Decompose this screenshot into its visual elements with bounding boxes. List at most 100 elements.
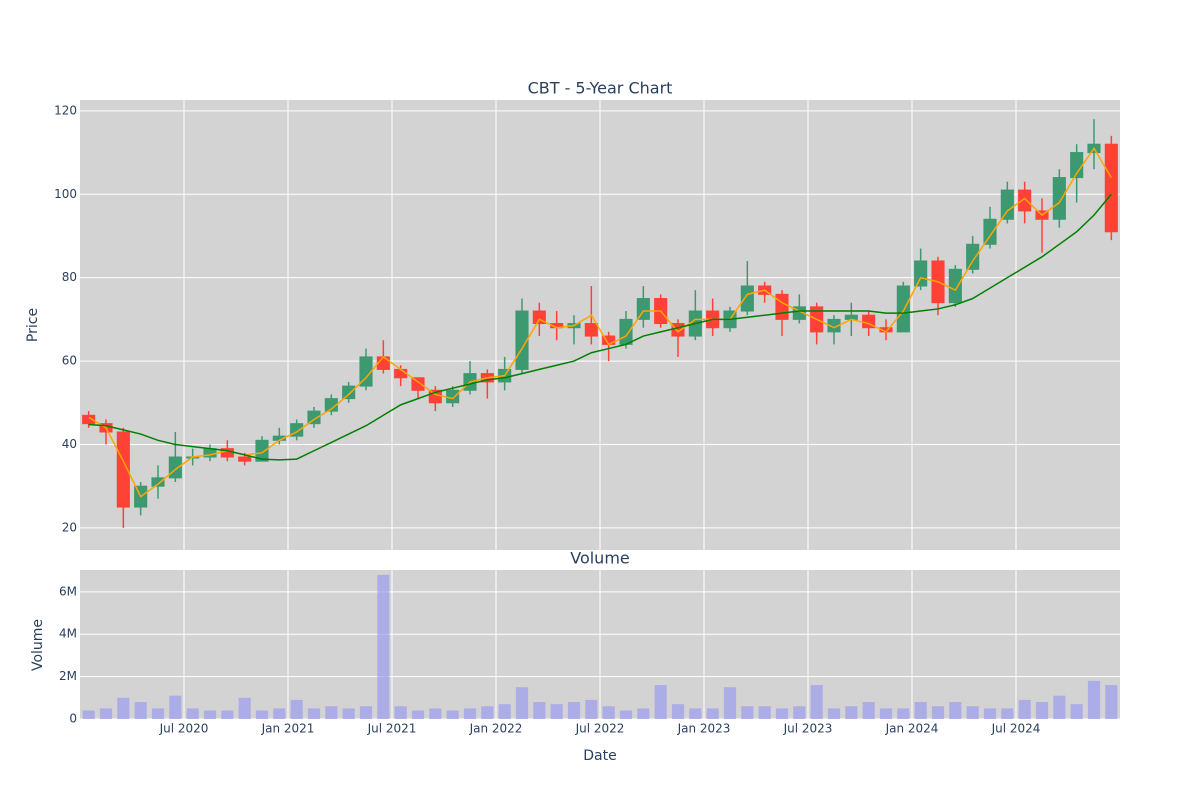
- volume-bar: [827, 708, 841, 719]
- y-tick-label: 40: [62, 437, 77, 451]
- volume-bar: [862, 702, 875, 719]
- candle-body: [948, 268, 962, 304]
- candle-body: [411, 377, 425, 391]
- volume-bar: [307, 708, 321, 719]
- volume-bar: [637, 708, 650, 719]
- volume-bar: [429, 708, 442, 719]
- candle-body: [740, 285, 754, 312]
- x-tick-label: Jul 2021: [367, 722, 417, 736]
- volume-bar: [151, 708, 165, 719]
- subplot-title: Volume: [570, 549, 630, 568]
- moving-average-line: [88, 146, 1112, 498]
- candle-body: [775, 293, 789, 320]
- volume-bar: [1105, 685, 1118, 719]
- y-tick-label: 60: [62, 354, 77, 368]
- volume-bar: [255, 710, 269, 719]
- volume-bar: [983, 708, 997, 719]
- volume-bar: [689, 708, 702, 719]
- candle-body: [966, 243, 980, 270]
- candle-body: [1000, 189, 1014, 220]
- volume-bar: [810, 685, 823, 719]
- volume-bar: [758, 706, 771, 719]
- volume-bar: [1053, 695, 1066, 719]
- candle-body: [1018, 189, 1032, 212]
- x-tick-label: Jul 2023: [783, 722, 833, 736]
- candle-body: [342, 385, 356, 400]
- volume-bar: [533, 702, 546, 719]
- volume-tick-label: 0: [69, 712, 77, 726]
- volume-bar: [273, 708, 286, 719]
- volume-tick-label: 6M: [59, 584, 77, 598]
- candle-body: [116, 431, 130, 508]
- volume-bar: [1070, 704, 1083, 719]
- volume-bar: [706, 708, 719, 719]
- volume-bar: [931, 706, 945, 719]
- volume-bar: [567, 702, 581, 719]
- volume-bar: [359, 706, 373, 719]
- candle-body: [394, 368, 408, 379]
- candle-body: [671, 323, 685, 337]
- volume-bar: [342, 708, 355, 719]
- volume-tick-label: 2M: [59, 669, 77, 683]
- volume-bar: [515, 687, 529, 719]
- volume-bar: [394, 706, 407, 719]
- volume-bar: [203, 710, 217, 719]
- y-tick-label: 80: [62, 270, 77, 284]
- volume-axis-title: Volume: [30, 619, 46, 671]
- candle-body: [168, 456, 182, 479]
- volume-tick-label: 4M: [59, 627, 77, 641]
- candle-body: [82, 414, 96, 425]
- chart-title: CBT - 5-Year Chart: [528, 79, 673, 98]
- volume-bar: [238, 697, 251, 719]
- candle-body: [914, 260, 928, 287]
- candle-body: [255, 439, 269, 462]
- y-tick-label: 120: [54, 103, 77, 117]
- candle-body: [307, 410, 321, 425]
- volume-bar: [463, 708, 477, 719]
- volume-bar: [290, 699, 303, 719]
- volume-bar: [377, 574, 390, 719]
- volume-bar: [619, 710, 633, 719]
- volume-bar: [325, 706, 338, 719]
- volume-bar: [221, 710, 234, 719]
- x-axis-title: Date: [583, 748, 616, 764]
- volume-bar: [585, 699, 598, 719]
- volume-bar: [1001, 708, 1014, 719]
- volume-bar: [82, 710, 95, 719]
- candle-body: [983, 218, 997, 245]
- x-tick-label: Jan 2022: [469, 722, 523, 736]
- candle-body: [238, 456, 252, 462]
- x-tick-label: Jul 2020: [159, 722, 209, 736]
- volume-bar: [498, 704, 511, 719]
- x-tick-label: Jul 2022: [575, 722, 625, 736]
- volume-bar: [134, 702, 147, 719]
- x-tick-label: Jan 2024: [885, 722, 939, 736]
- candle-body: [584, 323, 598, 337]
- volume-bar: [550, 704, 563, 719]
- x-tick-label: Jan 2021: [261, 722, 315, 736]
- candle-body: [1104, 143, 1118, 233]
- volume-bar: [481, 706, 494, 719]
- volume-bar: [654, 685, 667, 719]
- candle-body: [896, 285, 910, 333]
- moving-average-line: [88, 193, 1112, 461]
- volume-bar: [775, 708, 789, 719]
- volume-bar: [966, 706, 979, 719]
- volume-bar: [845, 706, 858, 719]
- y-tick-label: 20: [62, 520, 77, 534]
- volume-bar: [99, 708, 113, 719]
- volume-bar: [1035, 702, 1049, 719]
- volume-bar: [914, 702, 927, 719]
- candle-body: [827, 318, 841, 333]
- volume-bar: [117, 697, 130, 719]
- volume-bar: [879, 708, 893, 719]
- candle-body: [446, 389, 460, 404]
- y-axis-title: Price: [25, 308, 41, 342]
- candle-body: [151, 477, 165, 487]
- volume-bar: [411, 710, 425, 719]
- candle-body: [1052, 177, 1066, 220]
- volume-bar: [602, 706, 615, 719]
- volume-bar: [723, 687, 737, 719]
- volume-bar: [671, 704, 685, 719]
- y-tick-label: 100: [54, 187, 77, 201]
